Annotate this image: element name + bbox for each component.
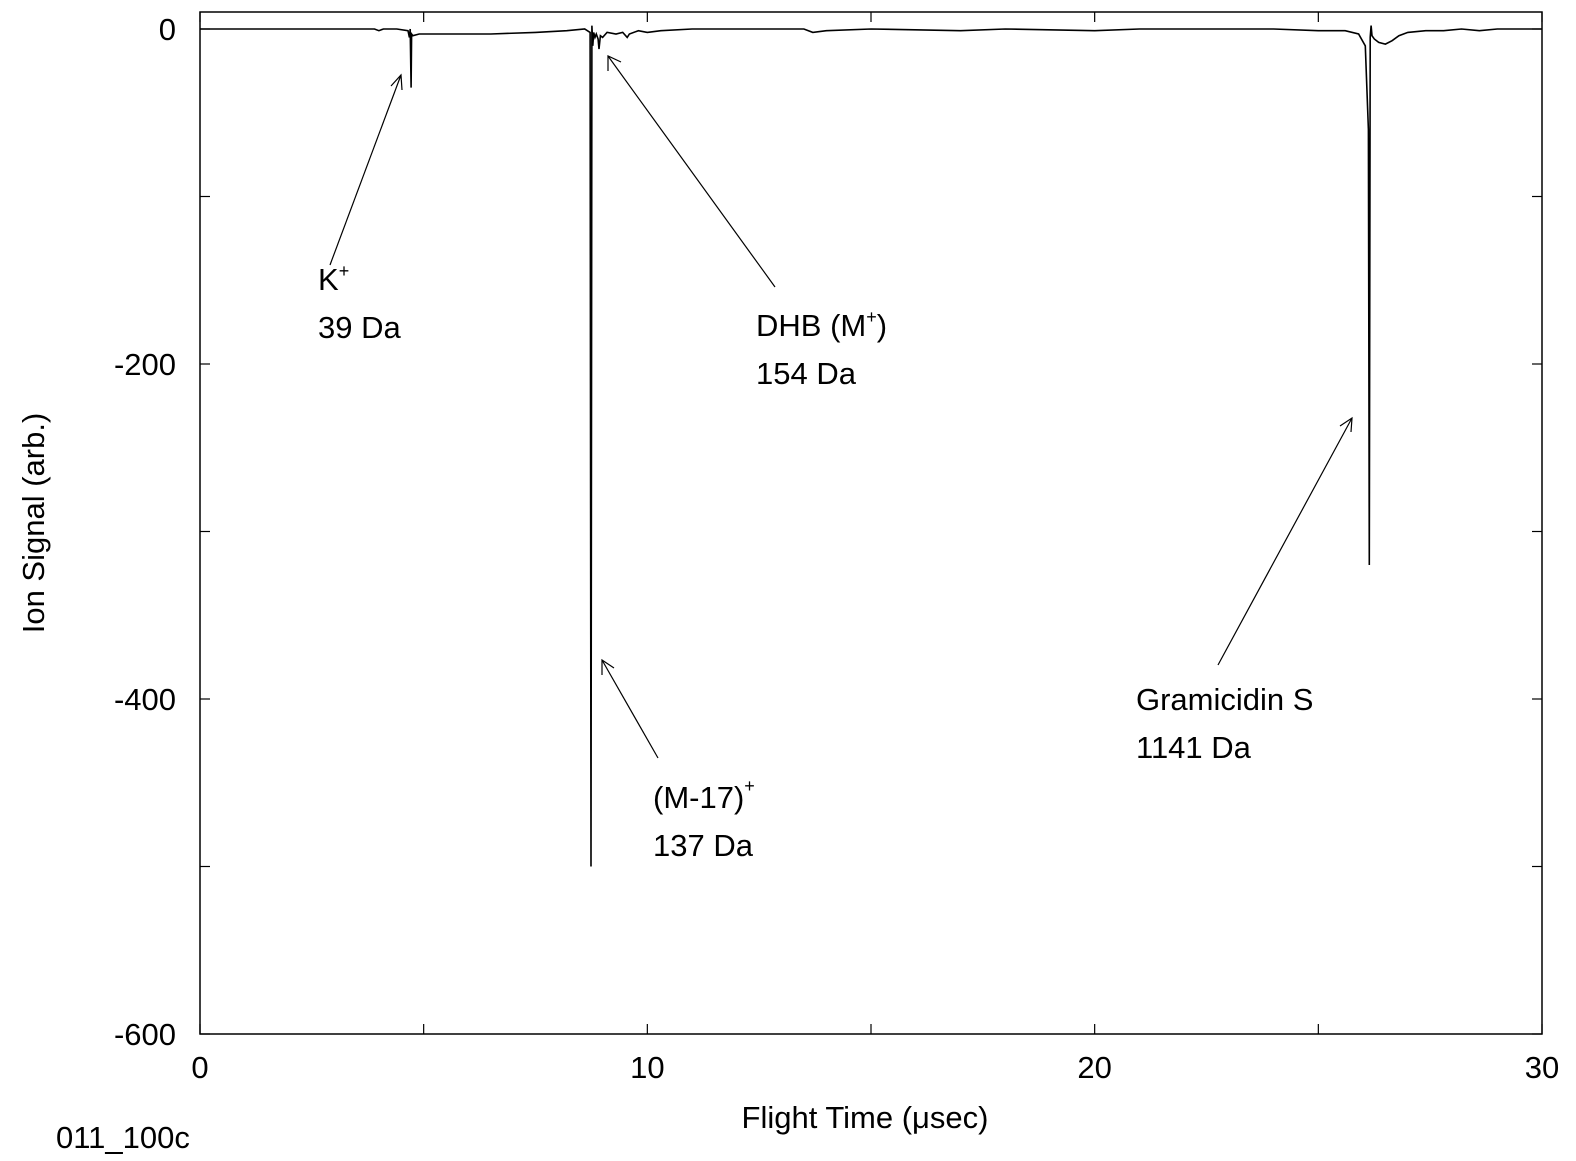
arrow-gramicidin (1217, 417, 1353, 666)
arrow-k-plus (329, 74, 402, 266)
annotation-dhb: DHB (M+) 154 Da (756, 307, 887, 391)
svg-text:DHB (M+): DHB (M+) (756, 307, 887, 343)
y-tick-label: 0 (159, 12, 176, 47)
axis-tick-labels: 0 10 20 30 0 -200 -400 -600 (114, 12, 1559, 1085)
x-axis-label: Flight Time (μsec) (742, 1100, 989, 1135)
arrow-gramicidin-head (1339, 416, 1353, 433)
annotation-dhb-mass: 154 Da (756, 356, 857, 391)
x-tick-label: 20 (1077, 1050, 1111, 1085)
y-tick-label: -600 (114, 1017, 176, 1052)
plot-frame (199, 11, 1543, 1035)
arrow-k-plus-head (390, 73, 403, 91)
arrow-m17-head (601, 658, 615, 675)
annotation-gramicidin: Gramicidin S 1141 Da (1136, 682, 1313, 765)
annotation-arrows (329, 55, 1353, 759)
annotation-gramicidin-mass: 1141 Da (1136, 730, 1252, 765)
annotation-gramicidin-label: Gramicidin S (1136, 682, 1313, 717)
figure-id-label: 011_100c (56, 1120, 190, 1155)
axis-ticks (199, 12, 1543, 1035)
annotation-k-plus-mass: 39 Da (318, 310, 401, 345)
annotation-k-plus: K+ 39 Da (318, 261, 401, 345)
svg-text:(M-17)+: (M-17)+ (653, 776, 755, 815)
arrow-dhb (607, 55, 776, 288)
annotation-k-plus-label: K (318, 262, 339, 297)
arrow-m17 (601, 659, 659, 759)
series-line (200, 25, 1542, 867)
svg-text:K+: K+ (318, 261, 349, 297)
x-tick-label: 10 (630, 1050, 664, 1085)
annotation-m17-mass: 137 Da (653, 828, 754, 863)
x-tick-label: 0 (191, 1050, 208, 1085)
arrow-dhb-head (607, 55, 622, 71)
annotation-m17: (M-17)+ 137 Da (653, 776, 755, 863)
y-tick-label: -400 (114, 682, 176, 717)
x-tick-label: 30 (1525, 1050, 1559, 1085)
y-tick-label: -200 (114, 347, 176, 382)
y-axis-label: Ion Signal (arb.) (16, 413, 51, 634)
